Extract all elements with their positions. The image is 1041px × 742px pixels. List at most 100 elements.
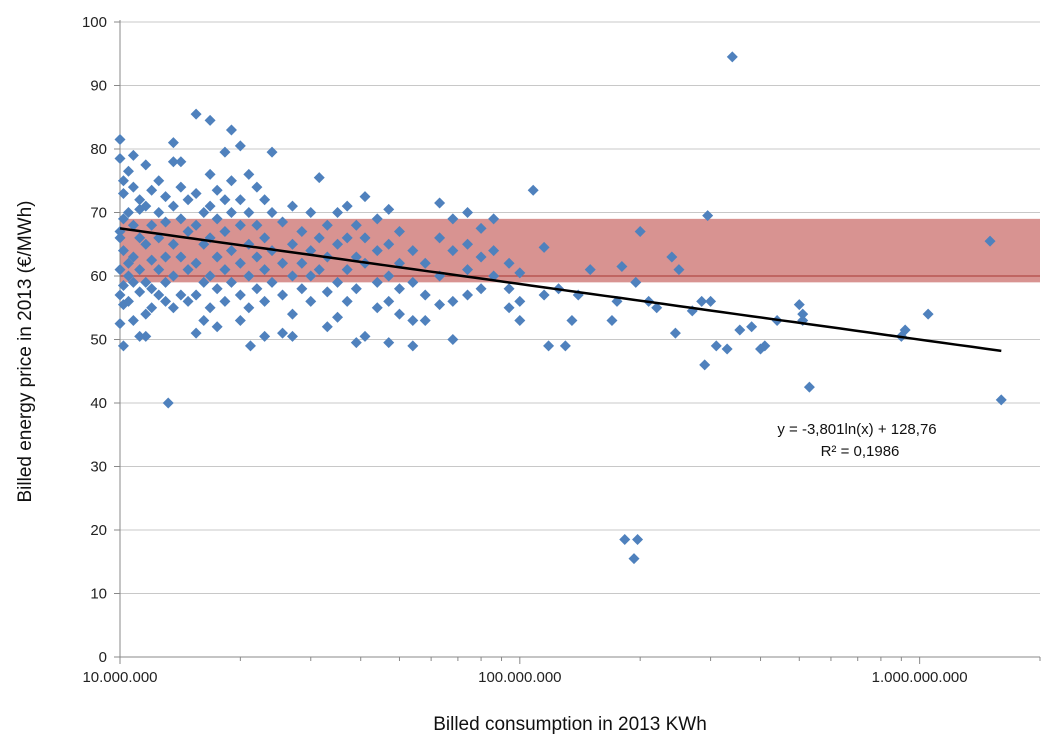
data-point — [462, 264, 474, 276]
data-point — [341, 295, 353, 307]
data-point — [211, 283, 223, 295]
data-point — [117, 245, 129, 257]
data-point — [146, 302, 158, 314]
y-tick-label: 90 — [90, 78, 107, 95]
data-point — [127, 149, 139, 161]
data-point — [359, 330, 371, 342]
data-point — [393, 226, 405, 238]
y-tick-label: 30 — [90, 459, 107, 476]
data-point — [219, 264, 231, 276]
data-point — [371, 245, 383, 257]
data-point — [383, 295, 395, 307]
data-point — [566, 314, 578, 326]
data-point — [204, 168, 216, 180]
data-point — [134, 330, 146, 342]
data-point — [503, 302, 515, 314]
data-point — [462, 238, 474, 250]
data-point — [371, 213, 383, 225]
data-point — [371, 302, 383, 314]
labels: y = -3,801ln(x) + 128,76 R² = 0,1986 Bille… — [15, 200, 937, 735]
data-point — [503, 283, 515, 295]
data-point — [286, 330, 298, 342]
data-point — [702, 210, 714, 222]
data-point — [211, 184, 223, 196]
data-point — [305, 295, 317, 307]
data-point — [296, 283, 308, 295]
data-point — [286, 308, 298, 320]
data-point — [117, 340, 129, 352]
data-point — [434, 232, 446, 244]
data-point — [122, 257, 134, 269]
data-point — [321, 321, 333, 333]
data-point — [584, 264, 596, 276]
data-point — [793, 299, 805, 311]
data-point — [234, 289, 246, 301]
data-point — [321, 286, 333, 298]
data-point — [167, 238, 179, 250]
data-point — [234, 219, 246, 231]
data-point — [383, 270, 395, 282]
data-point — [286, 238, 298, 250]
data-point — [447, 245, 459, 257]
data-point — [359, 191, 371, 203]
data-point — [114, 289, 126, 301]
data-point — [190, 257, 202, 269]
y-tick-label: 50 — [90, 332, 107, 349]
data-point — [243, 168, 255, 180]
trendline-r-squared: R² = 0,1986 — [821, 443, 900, 460]
data-point — [234, 314, 246, 326]
data-point — [475, 283, 487, 295]
data-point — [803, 381, 815, 393]
data-point — [332, 276, 344, 288]
data-point — [407, 340, 419, 352]
data-point — [266, 146, 278, 158]
data-point — [705, 295, 717, 307]
data-point — [134, 264, 146, 276]
data-point — [234, 257, 246, 269]
data-point — [219, 295, 231, 307]
data-point — [488, 213, 500, 225]
data-point — [259, 264, 271, 276]
data-point — [122, 165, 134, 177]
data-point — [296, 257, 308, 269]
data-point — [359, 232, 371, 244]
data-point — [606, 314, 618, 326]
data-point — [462, 207, 474, 218]
data-point — [198, 314, 210, 326]
data-point — [419, 314, 431, 326]
data-point — [114, 133, 126, 145]
data-point — [204, 114, 216, 126]
data-point — [393, 308, 405, 320]
data-point — [797, 308, 809, 320]
data-point — [175, 251, 187, 263]
data-point — [251, 251, 263, 263]
data-point — [175, 156, 187, 168]
data-point — [462, 289, 474, 301]
data-point — [160, 216, 172, 228]
data-point — [447, 213, 459, 225]
data-point — [332, 311, 344, 323]
data-point — [538, 241, 550, 253]
data-point — [117, 175, 129, 187]
data-point — [266, 276, 278, 288]
data-point — [243, 302, 255, 314]
data-point — [393, 283, 405, 295]
trendline-path — [119, 227, 1002, 353]
data-point — [710, 340, 722, 352]
y-tick-label: 40 — [90, 395, 107, 412]
data-point — [514, 295, 526, 307]
y-tick-label: 0 — [99, 649, 107, 666]
data-point — [669, 327, 681, 339]
data-point — [225, 175, 237, 187]
data-point — [190, 108, 202, 120]
data-point — [995, 394, 1007, 406]
data-point — [114, 264, 126, 276]
data-point — [371, 276, 383, 288]
data-point — [514, 267, 526, 279]
data-point — [277, 289, 289, 301]
data-point — [407, 314, 419, 326]
data-point — [434, 197, 446, 209]
data-point — [167, 302, 179, 314]
target-band — [120, 218, 1040, 283]
